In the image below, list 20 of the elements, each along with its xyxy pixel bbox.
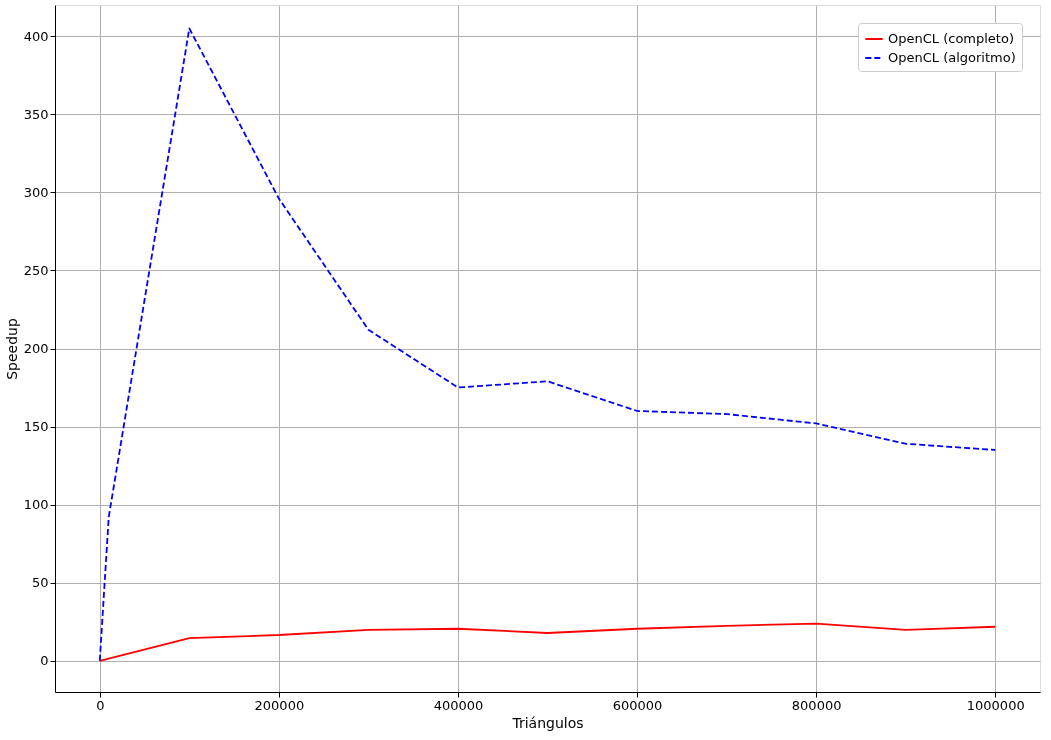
y-tick-label: 100 <box>23 497 49 513</box>
line-series <box>98 622 997 662</box>
y-axis-title: Speedup <box>3 318 20 380</box>
y-tick-label: 400 <box>23 28 49 44</box>
x-tick-label: 800000 <box>791 697 842 713</box>
x-axis-title: Triángulos <box>511 714 584 731</box>
y-tick-label: 150 <box>23 419 49 435</box>
legend-label: OpenCL (algoritmo) <box>888 50 1016 65</box>
x-tick-label: 600000 <box>612 697 663 713</box>
x-tick-label: 1000000 <box>966 697 1025 713</box>
y-tick-label: 300 <box>23 184 49 200</box>
y-tick-label: 200 <box>23 341 49 356</box>
x-tick-label: 200000 <box>254 697 305 713</box>
y-tick-label: 250 <box>23 262 49 278</box>
x-tick-label: 0 <box>96 697 105 713</box>
y-tick-label: 50 <box>31 575 49 591</box>
y-tick-label: 0 <box>40 653 49 669</box>
y-tick-label: 350 <box>23 106 49 122</box>
x-tick-label: 400000 <box>433 697 484 713</box>
legend-label: OpenCL (completo) <box>888 31 1014 46</box>
